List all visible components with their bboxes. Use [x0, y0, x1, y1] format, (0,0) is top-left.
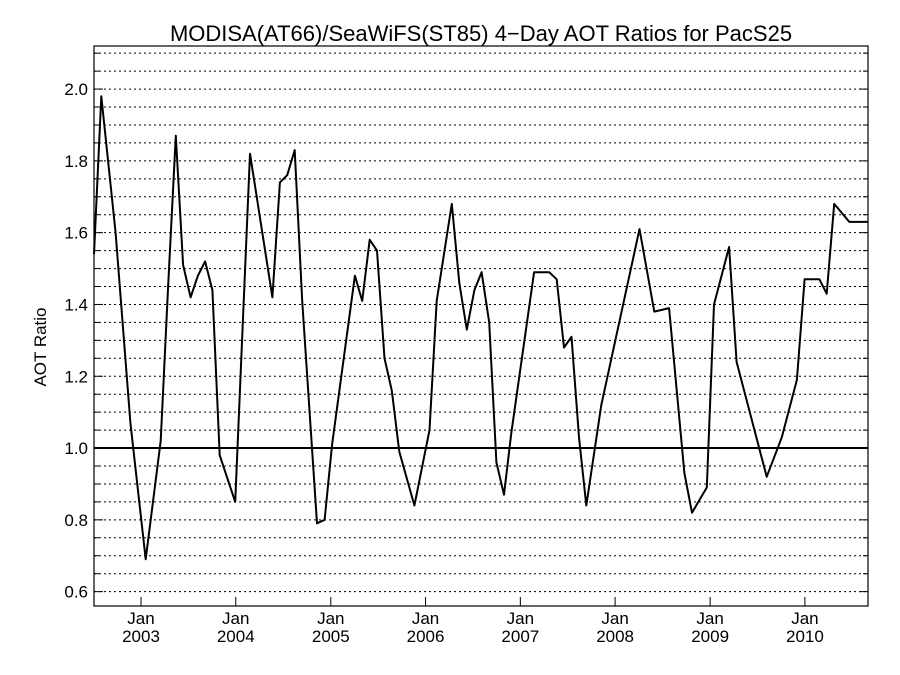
x-tick-month-label: Jan: [601, 609, 628, 628]
x-tick-year-label: 2006: [407, 627, 445, 646]
y-tick-label: 2.0: [64, 80, 88, 99]
x-tick-year-label: 2007: [501, 627, 539, 646]
chart-title: MODISA(AT66)/SeaWiFS(ST85) 4−Day AOT Rat…: [170, 21, 792, 46]
x-tick-year-label: 2009: [691, 627, 729, 646]
x-tick-month-label: Jan: [791, 609, 818, 628]
x-tick-year-label: 2003: [122, 627, 160, 646]
y-tick-label: 0.8: [64, 511, 88, 530]
x-tick-labels: Jan2003Jan2004Jan2005Jan2006Jan2007Jan20…: [122, 609, 824, 646]
x-tick-year-label: 2005: [312, 627, 350, 646]
x-tick-month-label: Jan: [222, 609, 249, 628]
y-tick-label: 1.0: [64, 439, 88, 458]
plot-frame: [93, 45, 869, 607]
series-line: [93, 95, 868, 561]
x-tick-month-label: Jan: [127, 609, 154, 628]
x-tick-year-label: 2010: [786, 627, 824, 646]
y-tick-label: 1.8: [64, 152, 88, 171]
y-tick-label: 1.4: [64, 295, 88, 314]
x-tick-month-label: Jan: [317, 609, 344, 628]
x-tick-month-label: Jan: [696, 609, 723, 628]
y-tick-label: 0.6: [64, 583, 88, 602]
x-tick-year-label: 2008: [596, 627, 634, 646]
y-tick-label: 1.6: [64, 224, 88, 243]
grid-lines: [94, 52, 868, 593]
axis-ticks: [94, 52, 868, 606]
y-axis-label: AOT Ratio: [31, 307, 50, 386]
x-tick-month-label: Jan: [507, 609, 534, 628]
y-tick-label: 1.2: [64, 367, 88, 386]
x-tick-month-label: Jan: [412, 609, 439, 628]
x-tick-year-label: 2004: [217, 627, 255, 646]
y-tick-labels: 0.6 0.8 1.0 1.2 1.4 1.6 1.8 2.0: [64, 80, 88, 602]
